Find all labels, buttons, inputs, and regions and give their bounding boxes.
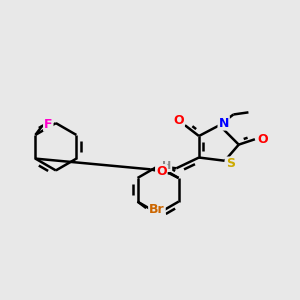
Text: O: O bbox=[173, 115, 184, 128]
Text: O: O bbox=[257, 133, 268, 146]
Text: O: O bbox=[156, 165, 167, 178]
Text: F: F bbox=[44, 118, 52, 131]
Text: N: N bbox=[218, 117, 229, 130]
Text: S: S bbox=[226, 158, 235, 170]
Text: H: H bbox=[162, 161, 171, 171]
Text: Br: Br bbox=[149, 203, 165, 216]
